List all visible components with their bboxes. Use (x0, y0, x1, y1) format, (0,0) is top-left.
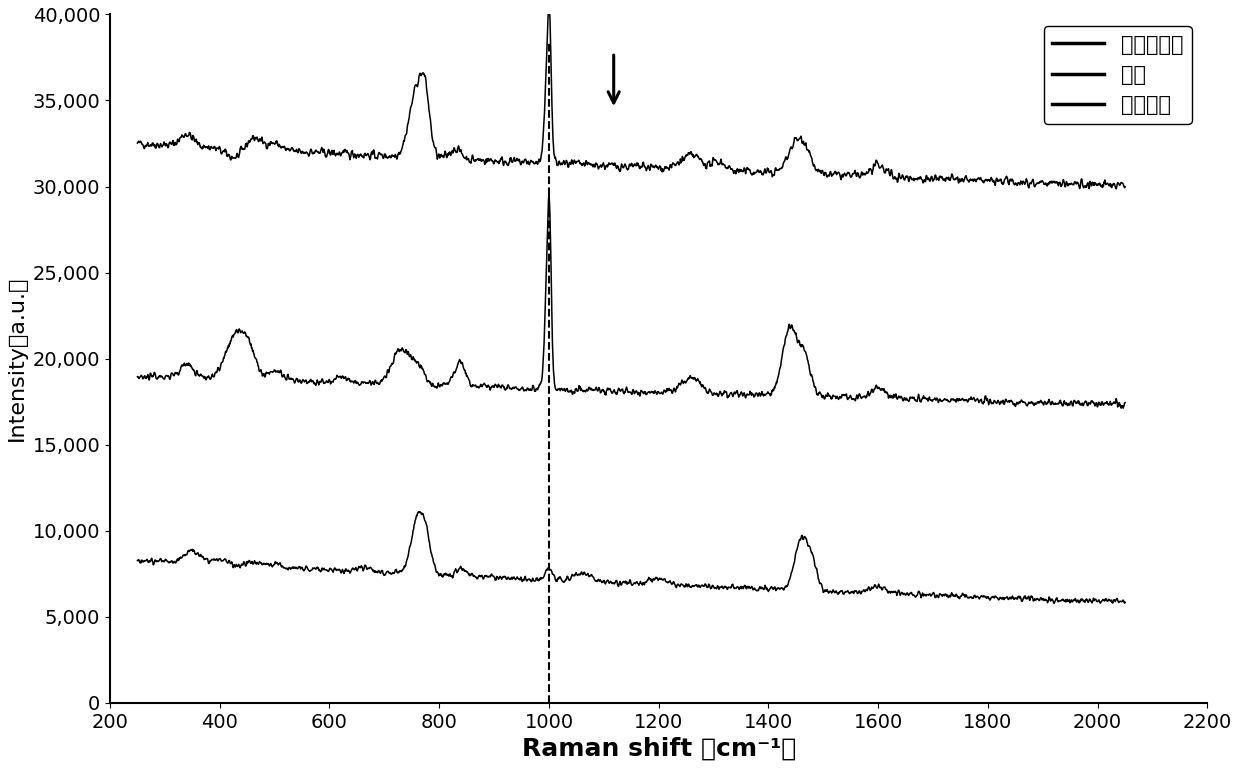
X-axis label: Raman shift （cm⁻¹）: Raman shift （cm⁻¹） (522, 737, 795, 761)
Y-axis label: Intensity（a.u.）: Intensity（a.u.） (7, 276, 27, 442)
Legend: 尿液去尿素, 尿液, 金纳米棒: 尿液去尿素, 尿液, 金纳米棒 (1043, 26, 1192, 124)
